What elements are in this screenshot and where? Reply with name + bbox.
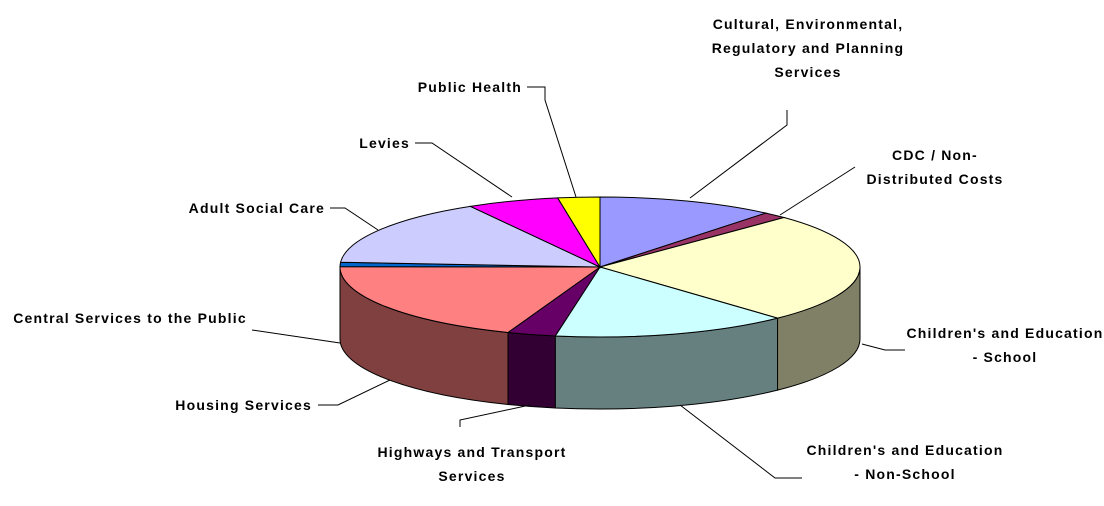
slice-label: Public Health <box>417 79 522 95</box>
slice-label: Cultural, Environmental, Regulatory and … <box>711 16 905 80</box>
leader-line <box>527 86 577 198</box>
leader-line <box>251 329 341 344</box>
leader-line <box>779 166 856 216</box>
leader-line <box>679 404 802 479</box>
leader-line <box>459 404 531 427</box>
slice-label: Children's and Education - School <box>906 325 1104 365</box>
slice-label: CDC / Non-Distributed Costs <box>866 147 1004 187</box>
pie-slice <box>339 205 601 268</box>
pie-slice <box>556 196 601 269</box>
slice-label: Children's and Education - Non-School <box>806 442 1004 482</box>
leader-line <box>330 207 379 231</box>
leader-line <box>861 343 905 351</box>
pie-slice <box>599 196 768 268</box>
slice-label: Highways and Transport Services <box>377 444 567 484</box>
leader-line <box>415 142 513 198</box>
pie-slice <box>554 266 780 338</box>
leader-line <box>318 379 391 406</box>
slice-label: Central Services to the Public <box>13 310 247 326</box>
slice-label: Adult Social Care <box>188 200 325 216</box>
slice-label: Levies <box>359 135 410 151</box>
slice-label: Housing Services <box>175 397 312 413</box>
pie-slice <box>598 217 861 319</box>
leader-line <box>689 110 788 199</box>
pie-side <box>507 331 556 409</box>
pie-slice <box>339 266 602 333</box>
